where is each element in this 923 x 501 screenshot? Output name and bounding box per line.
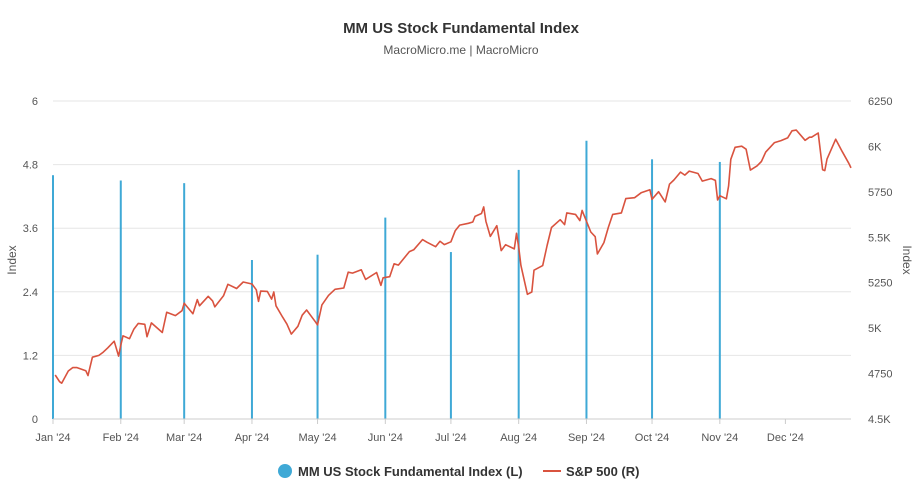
x-tick-label-9: Oct '24 <box>635 432 670 444</box>
bar-1[interactable] <box>119 180 122 420</box>
left-tick-label-3: 3.6 <box>23 223 38 235</box>
x-tick-label-0: Jan '24 <box>35 432 70 444</box>
x-tick-label-2: Mar '24 <box>166 432 202 444</box>
x-tick-label-8: Sep '24 <box>568 432 605 444</box>
legend: MM US Stock Fundamental Index (L) S&P 50… <box>278 464 639 479</box>
right-tick-label-0: 4.5K <box>868 414 891 426</box>
right-tick-label-5: 5750 <box>868 187 892 199</box>
left-tick-label-1: 1.2 <box>23 350 38 362</box>
chart-title: MM US Stock Fundamental Index <box>343 20 580 37</box>
bar-0[interactable] <box>52 175 54 419</box>
x-tick-label-1: Feb '24 <box>103 432 139 444</box>
x-tick-label-4: May '24 <box>298 432 336 444</box>
x-tick-label-5: Jun '24 <box>368 432 403 444</box>
chart-subtitle: MacroMicro.me | MacroMicro <box>383 43 538 57</box>
sp500-line-layer <box>54 129 852 384</box>
right-tick-label-3: 5250 <box>868 278 892 290</box>
right-tick-label-2: 5K <box>868 323 882 335</box>
right-axis-ticks: 4.5K 4750 5K 5250 5.5K 5750 6K 6250 <box>868 96 892 426</box>
left-tick-label-2: 2.4 <box>23 287 38 299</box>
left-axis-title: Index <box>5 245 19 274</box>
x-tick-label-6: Jul '24 <box>435 432 466 444</box>
left-tick-label-5: 6 <box>32 96 38 108</box>
bar-4[interactable] <box>316 254 319 419</box>
bar-3[interactable] <box>250 260 253 419</box>
x-tick-label-3: Apr '24 <box>235 432 270 444</box>
bar-6[interactable] <box>449 252 452 419</box>
legend-marker-fundamental-index <box>278 464 292 478</box>
bar-10[interactable] <box>718 161 721 419</box>
right-tick-label-7: 6250 <box>868 96 892 108</box>
bar-7[interactable] <box>517 169 520 419</box>
bar-2[interactable] <box>183 183 186 419</box>
left-axis-ticks: 0 1.2 2.4 3.6 4.8 6 <box>23 96 38 426</box>
right-tick-label-6: 6K <box>868 141 882 153</box>
right-tick-label-4: 5.5K <box>868 232 891 244</box>
x-tick-label-7: Aug '24 <box>500 432 537 444</box>
legend-item-fundamental-index[interactable]: MM US Stock Fundamental Index (L) <box>278 464 523 479</box>
bar-8[interactable] <box>585 140 588 419</box>
left-tick-label-0: 0 <box>32 414 38 426</box>
fundamental-index-bars <box>52 140 721 420</box>
sp500-line[interactable] <box>54 129 852 384</box>
legend-item-sp500[interactable]: S&P 500 (R) <box>543 464 639 479</box>
right-axis-title: Index <box>900 245 914 274</box>
gridlines <box>53 100 851 420</box>
legend-label-fundamental-index: MM US Stock Fundamental Index (L) <box>298 464 523 479</box>
x-tick-label-11: Dec '24 <box>767 432 804 444</box>
legend-label-sp500: S&P 500 (R) <box>566 464 639 479</box>
left-tick-label-4: 4.8 <box>23 160 38 172</box>
x-axis-ticks: Jan '24 Feb '24 Mar '24 Apr '24 May '24 Jun '… <box>35 418 851 444</box>
right-tick-label-1: 4750 <box>868 369 892 381</box>
bar-5[interactable] <box>384 217 387 419</box>
x-tick-label-10: Nov '24 <box>701 432 738 444</box>
bar-9[interactable] <box>651 159 654 420</box>
